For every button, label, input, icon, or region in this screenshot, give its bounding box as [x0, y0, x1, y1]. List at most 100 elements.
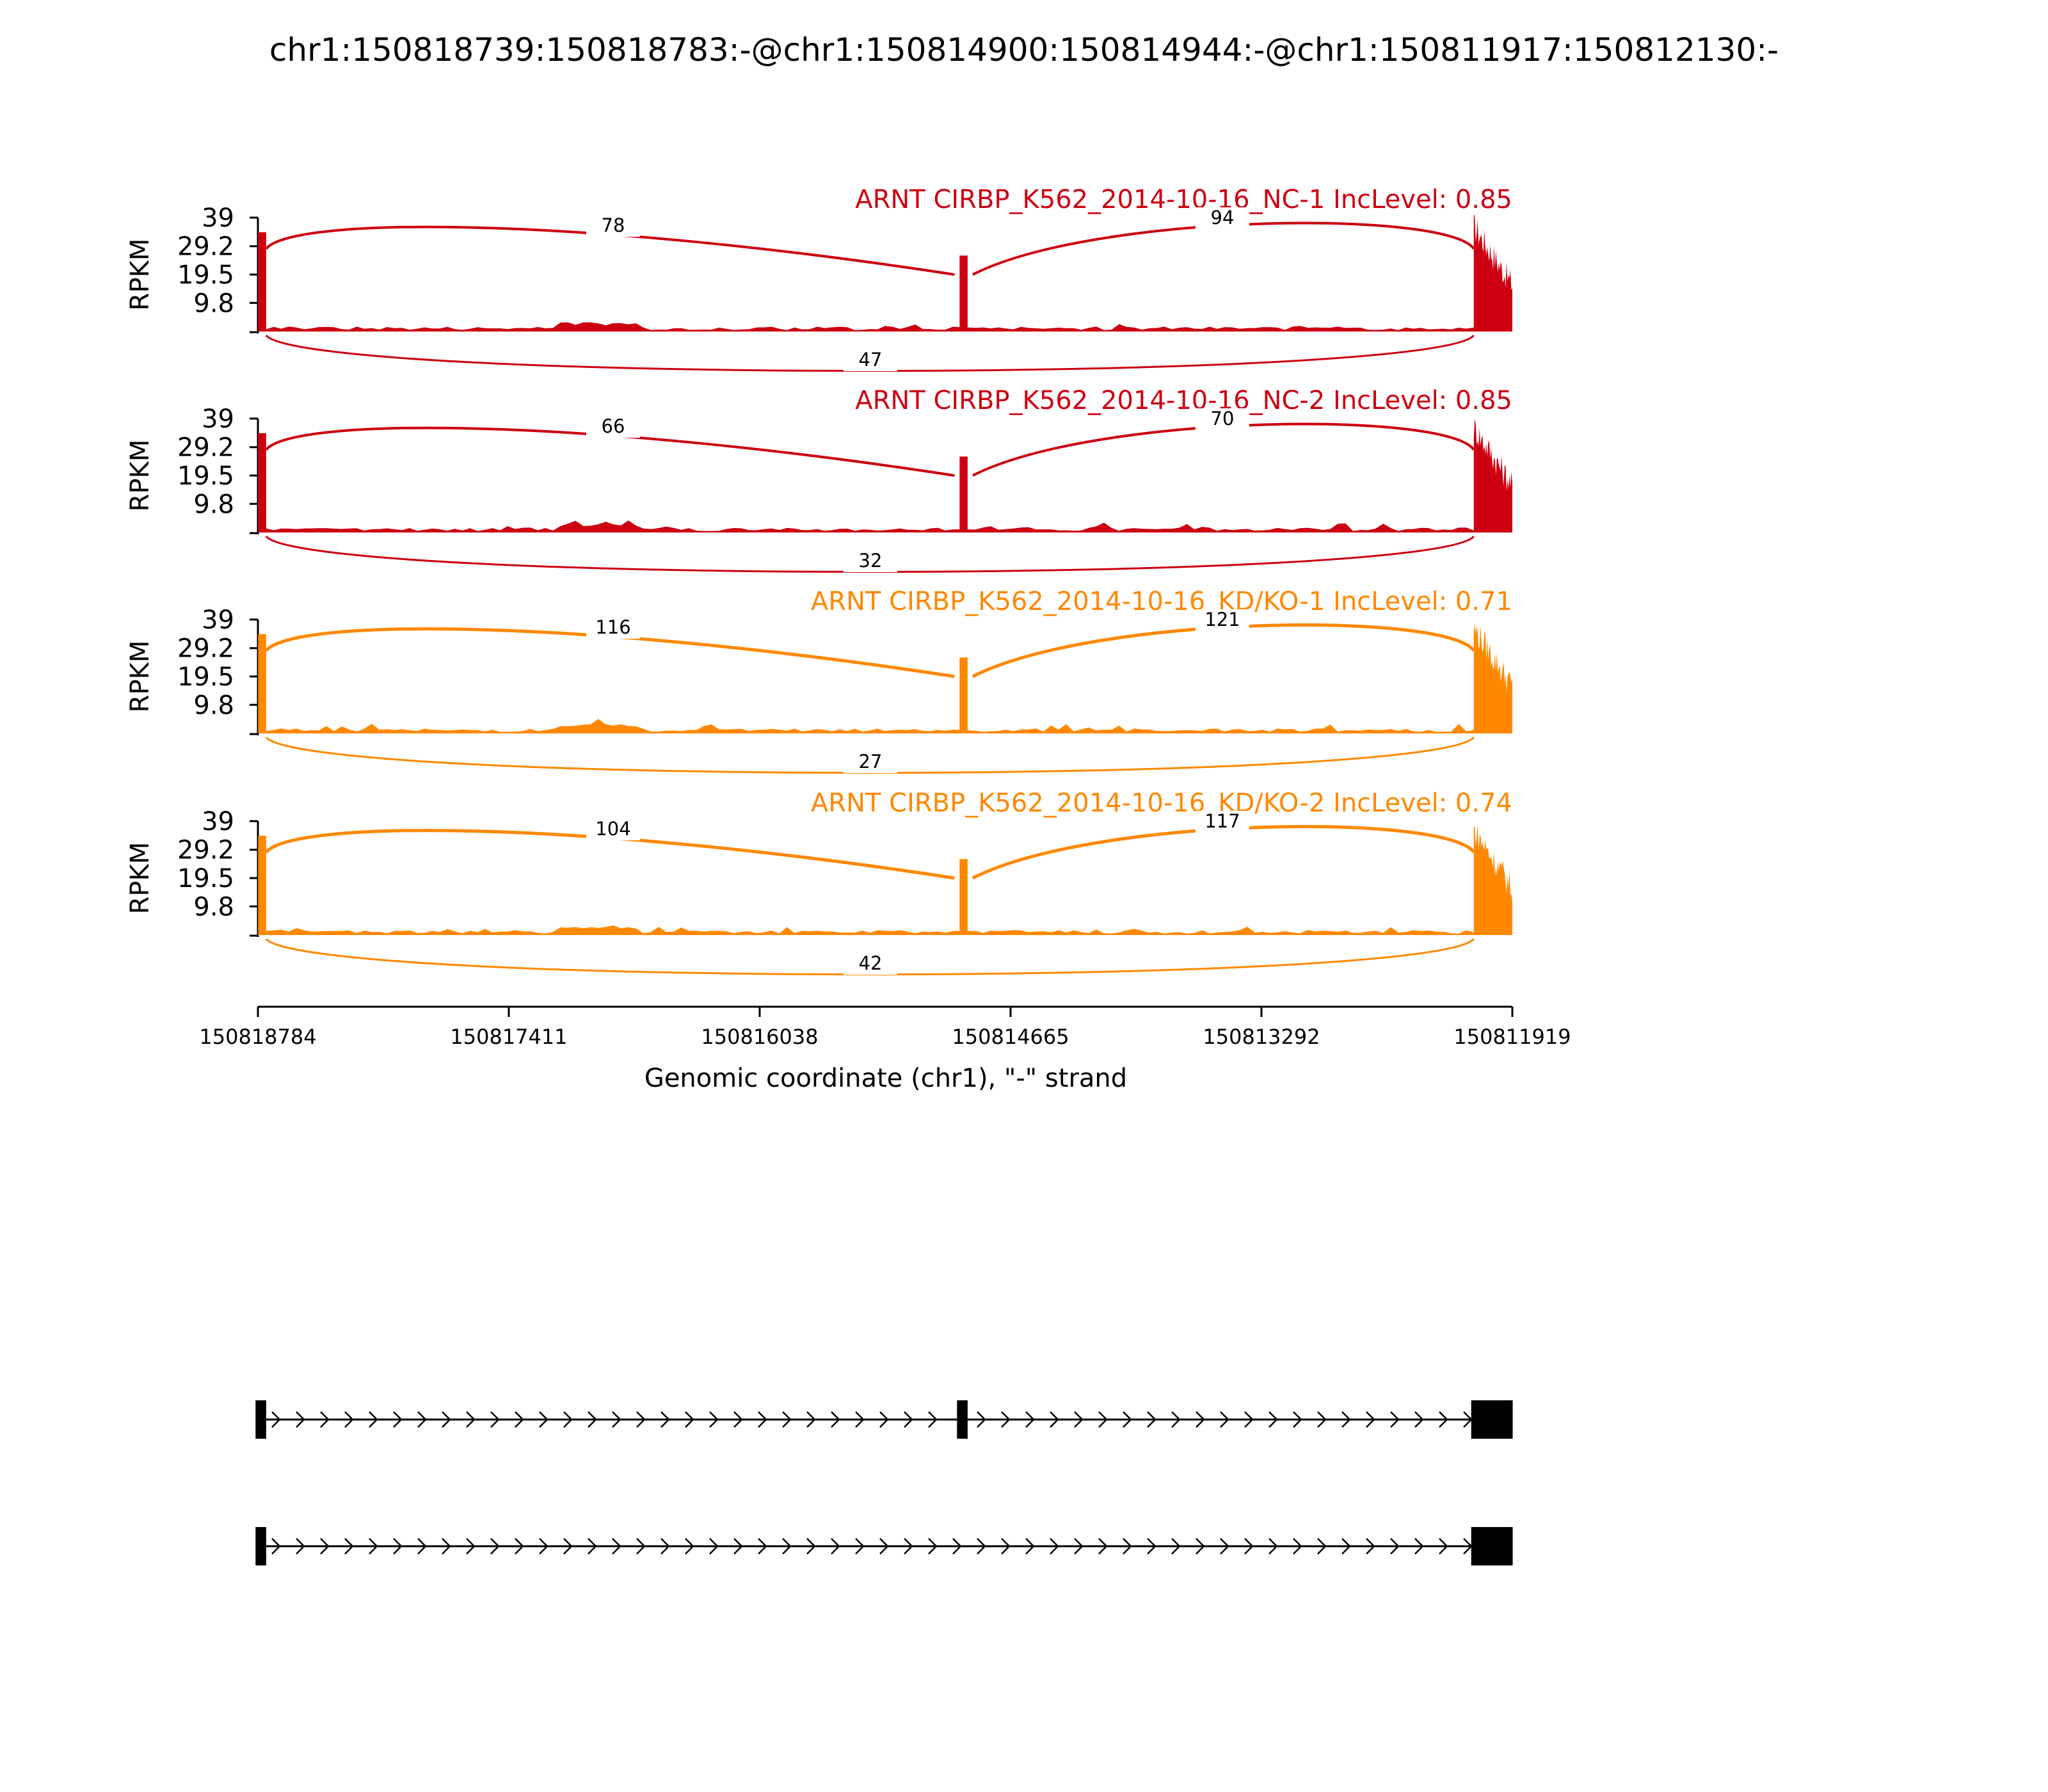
- junction-label-exon2-exon3: 70: [1211, 408, 1235, 429]
- strand-arrow: [1366, 1411, 1375, 1428]
- strand-arrow: [1414, 1538, 1424, 1555]
- y-axis-label: RPKM: [125, 440, 155, 512]
- strand-arrow: [539, 1411, 548, 1428]
- strand-arrow: [636, 1538, 646, 1555]
- strand-arrow: [1439, 1538, 1448, 1555]
- strand-arrow: [1171, 1538, 1181, 1555]
- y-tick-label: 29.2: [177, 433, 234, 463]
- y-tick-label: 9.8: [193, 490, 234, 519]
- strand-arrow: [442, 1411, 451, 1428]
- x-axis: 150818784 150817411 150816038 150814665 1508…: [199, 1005, 1571, 1049]
- strand-arrow: [904, 1538, 913, 1555]
- junction-label-bg: [586, 617, 640, 639]
- y-tick-label: 29.2: [177, 232, 234, 262]
- strand-arrow: [782, 1411, 792, 1428]
- junction-arc-exon1-exon2: [264, 829, 955, 880]
- strand-arrow: [1341, 1538, 1351, 1555]
- strand-arrow: [977, 1411, 986, 1428]
- strand-arrow: [1050, 1538, 1059, 1555]
- strand-arrow: [831, 1538, 840, 1555]
- strand-arrow: [612, 1411, 621, 1428]
- junction-label-bg: [844, 349, 897, 371]
- strand-arrow: [928, 1538, 938, 1555]
- strand-arrow: [855, 1538, 865, 1555]
- exon1-coverage: [258, 433, 266, 532]
- panel-2: ARNT CIRBP_K562_2014-10-16_NC-2 IncLevel…: [125, 386, 1512, 573]
- strand-arrow: [466, 1411, 476, 1428]
- y-tick-label: 9.8: [193, 892, 234, 922]
- strand-arrow: [1293, 1411, 1302, 1428]
- strand-arrow: [320, 1538, 330, 1555]
- strand-arrow: [758, 1538, 767, 1555]
- strand-arrow: [1001, 1538, 1011, 1555]
- junction-label-bg: [1196, 811, 1249, 833]
- strand-arrow: [1025, 1538, 1035, 1555]
- strand-arrow: [1244, 1538, 1254, 1555]
- exon1-coverage: [258, 835, 266, 935]
- junction-label-bg: [586, 215, 640, 237]
- junction-label-bg: [844, 550, 897, 572]
- strand-arrow: [1098, 1538, 1108, 1555]
- strand-arrow: [369, 1411, 378, 1428]
- junction-arc-exon1-exon2: [265, 225, 955, 276]
- exon1-coverage: [258, 634, 266, 733]
- exon3-coverage: [1473, 622, 1512, 733]
- junction-label-exon1-exon3: 42: [859, 952, 883, 974]
- y-tick-label: 19.5: [177, 864, 234, 893]
- y-tick-label: 39: [202, 807, 234, 836]
- strand-arrow: [831, 1411, 840, 1428]
- junction-label-exon2-exon3: 94: [1211, 207, 1235, 228]
- junction-label-bg: [844, 953, 897, 975]
- panel-title: ARNT CIRBP_K562_2014-10-16_NC-1 IncLevel…: [855, 185, 1512, 214]
- junction-arc-exon2-exon3: [972, 623, 1475, 678]
- strand-arrow: [612, 1538, 621, 1555]
- strand-arrow: [1050, 1411, 1059, 1428]
- strand-arrow: [1244, 1411, 1254, 1428]
- y-tick-label: 29.2: [177, 634, 234, 664]
- x-tick-label: 150814665: [952, 1025, 1069, 1049]
- strand-arrow: [1268, 1538, 1278, 1555]
- panel-1: ARNT CIRBP_K562_2014-10-16_NC-1 IncLevel…: [125, 185, 1512, 372]
- y-tick-label: 39: [202, 404, 234, 434]
- y-tick-label: 19.5: [177, 461, 234, 491]
- exon2-coverage: [959, 657, 968, 733]
- strand-arrow: [296, 1411, 305, 1428]
- junction-label-exon1-exon2: 116: [595, 616, 630, 638]
- junction-label-exon1-exon3: 27: [859, 751, 883, 772]
- y-tick-label: 29.2: [177, 836, 234, 865]
- strand-arrow: [1123, 1538, 1132, 1555]
- isoform-exon-1: [255, 1400, 266, 1439]
- sample-panels: ARNT CIRBP_K562_2014-10-16_NC-1 IncLevel…: [125, 185, 1512, 975]
- strand-arrow: [1098, 1411, 1108, 1428]
- junction-arc-exon1-exon2: [264, 627, 955, 678]
- x-tick-label: 150818784: [199, 1025, 316, 1049]
- strand-arrow: [1414, 1411, 1424, 1428]
- strand-arrow: [1317, 1538, 1327, 1555]
- strand-arrow: [1220, 1538, 1229, 1555]
- y-tick-label: 39: [202, 204, 234, 233]
- strand-arrow: [782, 1538, 792, 1555]
- junction-label-bg: [586, 416, 640, 438]
- strand-arrow: [660, 1538, 670, 1555]
- strand-arrow: [904, 1411, 913, 1428]
- strand-arrow: [1390, 1538, 1400, 1555]
- figure-title: chr1:150818739:150818783:-@chr1:15081490…: [269, 31, 1779, 68]
- strand-arrow: [271, 1538, 281, 1555]
- junction-label-bg: [586, 819, 640, 840]
- strand-arrow: [563, 1538, 573, 1555]
- strand-arrow: [952, 1538, 962, 1555]
- y-tick-label: 9.8: [193, 691, 234, 720]
- isoform-exon-2: [957, 1400, 968, 1439]
- strand-arrow: [685, 1538, 694, 1555]
- strand-arrow: [1147, 1411, 1156, 1428]
- strand-arrow: [296, 1538, 305, 1555]
- strand-arrow: [977, 1538, 986, 1555]
- isoform-exon-3: [1471, 1527, 1513, 1565]
- strand-arrow: [563, 1411, 573, 1428]
- junction-label-exon1-exon3: 47: [859, 349, 883, 371]
- strand-arrow: [515, 1411, 524, 1428]
- strand-arrow: [855, 1411, 865, 1428]
- x-tick-label: 150816038: [701, 1025, 818, 1049]
- strand-arrow: [636, 1411, 646, 1428]
